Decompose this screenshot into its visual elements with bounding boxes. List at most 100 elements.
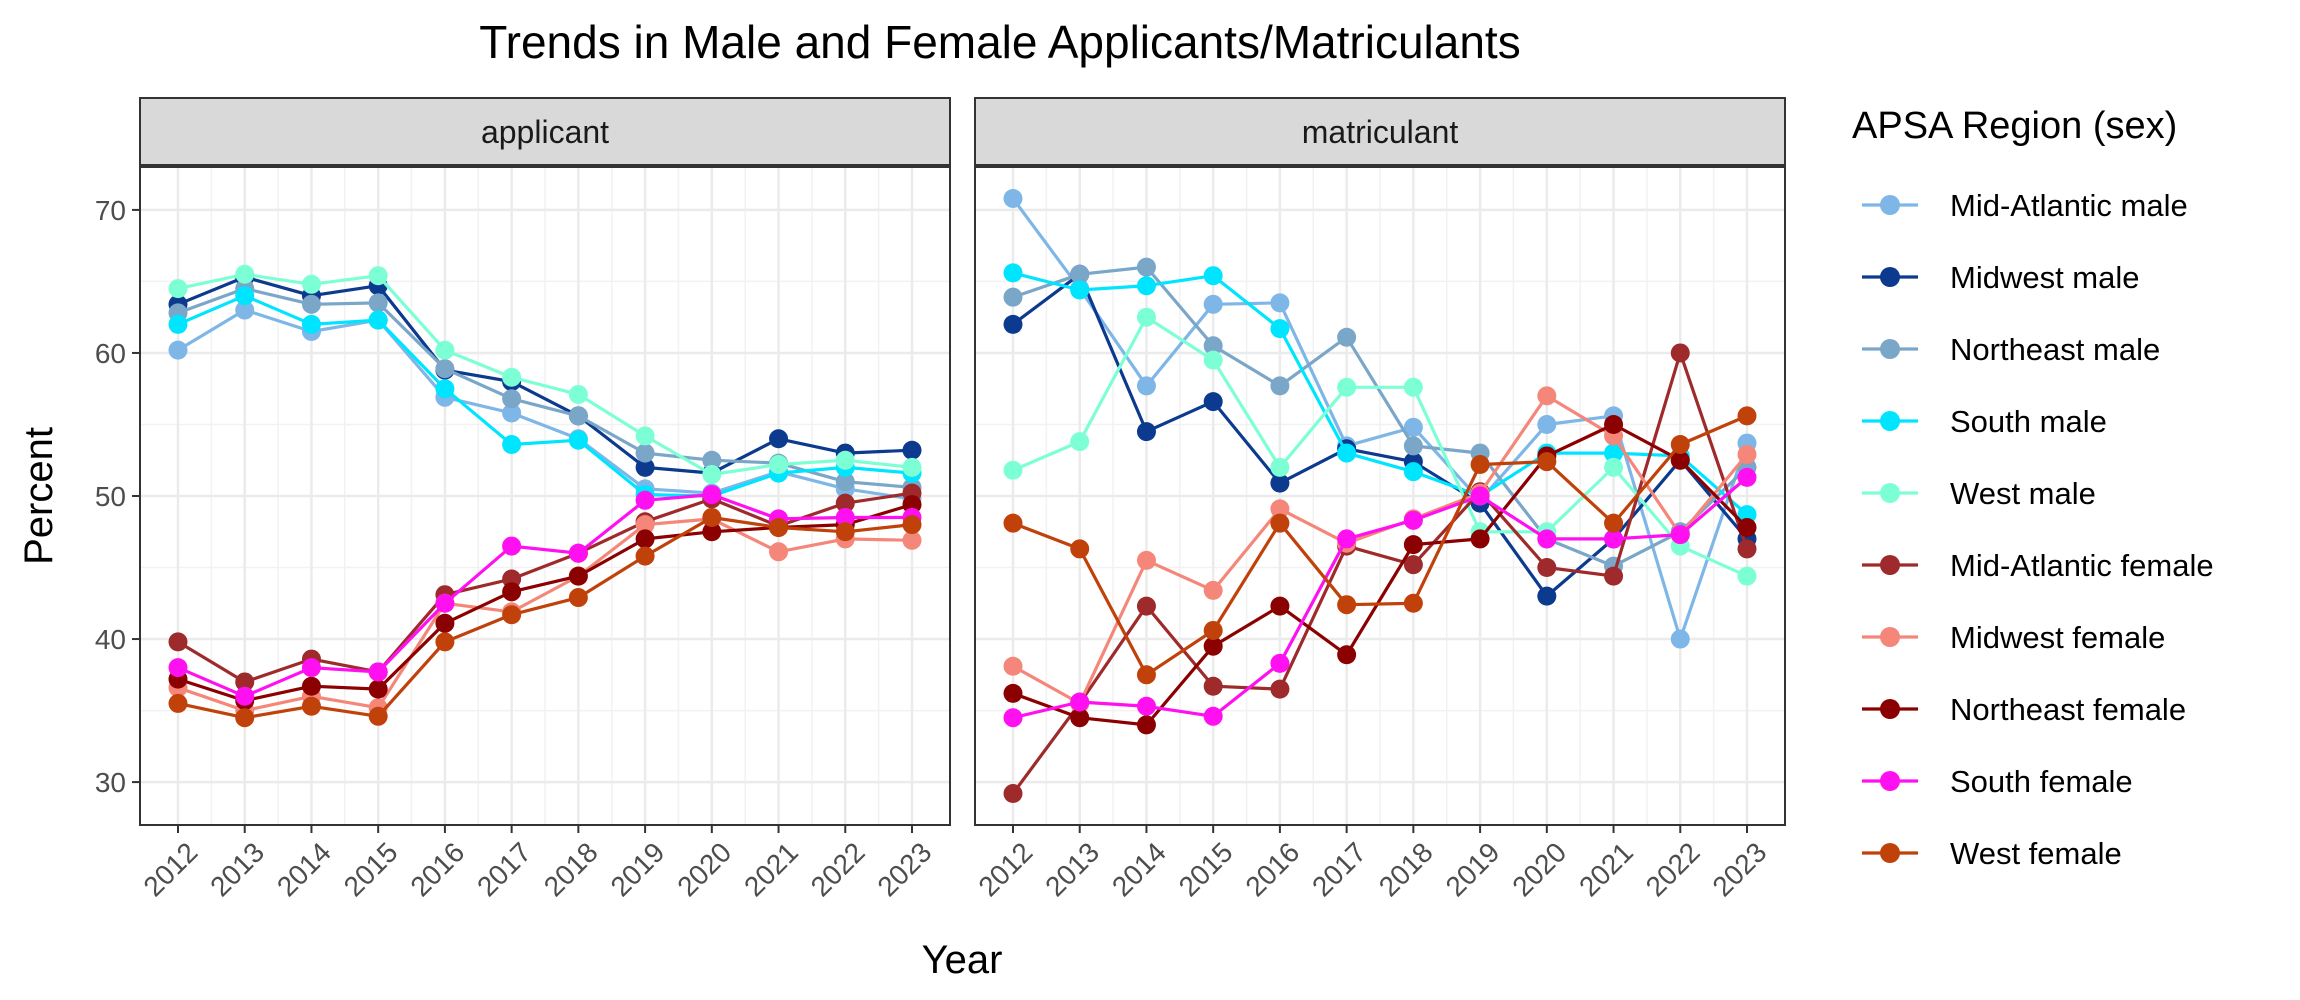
applicant-series-south-male-point-2014 [301,314,321,334]
matriculant-series-south-female-point-2016 [1270,653,1290,673]
applicant-series-west-female-point-2014 [301,696,321,716]
legend-key-point-south-female [1880,771,1900,791]
matriculant-series-south-male-point-2012 [1003,263,1023,283]
chart-title: Trends in Male and Female Applicants/Mat… [479,16,1520,68]
applicant-series-south-female-point-2013 [235,686,255,706]
matriculant-x-tick-label-2012: 2012 [972,836,1038,902]
legend-item-northeast-male: Northeast male [1862,332,2160,367]
matriculant-series-midwest-male-line [1012,272,1749,598]
matriculant-series-south-female-line [1012,476,1749,720]
applicant-series-south-female-point-2014 [301,658,321,678]
matriculant-x-tick-label-2014: 2014 [1106,836,1172,902]
applicant-series-midwest-female-point-2023 [902,530,922,550]
applicant-series-northeast-male-line [177,287,913,489]
applicant-series-south-male-point-2017 [502,435,522,455]
matriculant-series-northeast-male-point-2014 [1136,257,1156,277]
legend-key-point-west-male [1880,483,1900,503]
applicant-series-northeast-female-point-2018 [568,566,588,586]
applicant-series-south-female-point-2012 [168,658,188,678]
panel-matriculant-strip-label: matriculant [1302,114,1459,150]
matriculant-series-south-female-point-2017 [1337,529,1357,549]
matriculant-series-northeast-male-point-2017 [1337,327,1357,347]
legend-label-northeast-male: Northeast male [1950,332,2160,367]
matriculant-series-northeast-female-point-2012 [1003,683,1023,703]
applicant-x-tick-label-2018: 2018 [538,836,604,902]
legend-key-point-midwest-female [1880,627,1900,647]
legend-label-west-male: West male [1950,476,2096,511]
y-tick-label-30: 30 [95,767,126,798]
matriculant-series-mid-atlantic-male-point-2022 [1670,629,1690,649]
applicant-series-northeast-male-point-2019 [635,443,655,463]
applicant-series-northeast-male-point-2016 [435,359,455,379]
legend-label-mid-atlantic-female: Mid-Atlantic female [1950,548,2214,583]
legend-label-midwest-female: Midwest female [1950,620,2165,655]
y-tick-label-60: 60 [95,338,126,369]
matriculant-series-south-male-point-2017 [1337,443,1357,463]
matriculant-series-mid-atlantic-female-point-2021 [1604,566,1624,586]
legend: APSA Region (sex) Mid-Atlantic male Midwe… [1852,105,2214,871]
applicant-series-west-female-point-2016 [435,632,455,652]
matriculant-series-mid-atlantic-male-point-2015 [1203,294,1223,314]
matriculant-series-mid-atlantic-male-point-2014 [1136,376,1156,396]
applicant-series-northeast-male-point-2014 [301,294,321,314]
matriculant-series-northeast-female-point-2013 [1070,708,1090,728]
applicant-x-tick-label-2012: 2012 [137,836,203,902]
matriculant-series-midwest-male-point-2020 [1537,586,1557,606]
applicant-series-northeast-female-point-2020 [702,522,722,542]
applicant-series-midwest-male-point-2019 [635,457,655,477]
matriculant-series-mid-atlantic-female-point-2015 [1203,676,1223,696]
matriculant-series-west-female-point-2019 [1470,455,1490,475]
matriculant-series-northeast-female-point-2023 [1737,517,1757,537]
matriculant-series-south-female-point-2018 [1403,510,1423,530]
matriculant-series-midwest-female-point-2012 [1003,656,1023,676]
y-tick-label-50: 50 [95,481,126,512]
applicant-series-west-male-point-2017 [502,367,522,387]
matriculant-series-northeast-male-point-2013 [1070,264,1090,284]
matriculant-series-west-female-point-2018 [1403,593,1423,613]
matriculant-series-mid-atlantic-male-point-2016 [1270,293,1290,313]
panel-matriculant-border [974,166,1786,826]
legend-key-point-mid-atlantic-male [1880,195,1900,215]
applicant-series-midwest-male-point-2021 [769,429,789,449]
legend-item-west-female: West female [1862,836,2122,871]
matriculant-series-mid-atlantic-female-point-2023 [1737,539,1757,559]
matriculant-series-midwest-male-point-2014 [1136,422,1156,442]
matriculant-series-midwest-female-point-2016 [1270,499,1290,519]
applicant-series-west-male-point-2018 [568,384,588,404]
matriculant-series-south-female-point-2012 [1003,708,1023,728]
applicant-series-northeast-female-point-2016 [435,613,455,633]
matriculant-x-tick-label-2015: 2015 [1173,836,1239,902]
legend-item-mid-atlantic-male: Mid-Atlantic male [1862,188,2188,223]
matriculant-series-west-female-point-2012 [1003,513,1023,533]
applicant-series-west-male-point-2020 [702,465,722,485]
matriculant-series-west-female-point-2016 [1270,513,1290,533]
matriculant-series-mid-atlantic-female-point-2016 [1270,679,1290,699]
matriculant-x-tick-label-2020: 2020 [1506,836,1572,902]
legend-item-west-male: West male [1862,476,2096,511]
y-axis-title: Percent [17,427,61,565]
matriculant-x-tick-label-2017: 2017 [1306,836,1372,902]
applicant-series-northeast-female-point-2017 [502,582,522,602]
matriculant-series-west-male-point-2017 [1337,377,1357,397]
applicant-series-south-male-point-2018 [568,430,588,450]
matriculant-series-south-male-point-2015 [1203,266,1223,286]
matriculant-series-west-female-point-2023 [1737,406,1757,426]
matriculant-series-south-female [1003,467,1757,728]
matriculant-series-northeast-female-point-2018 [1403,535,1423,555]
applicant-series-south-female-point-2020 [702,485,722,505]
matriculant-series-northeast-female-point-2016 [1270,596,1290,616]
matriculant-series-midwest-male-point-2015 [1203,392,1223,412]
matriculant-x-tick-label-2018: 2018 [1373,836,1439,902]
applicant-x-tick-label-2020: 2020 [671,836,737,902]
matriculant-series-northeast-female-point-2014 [1136,715,1156,735]
matriculant-series-midwest-female-point-2020 [1537,386,1557,406]
applicant-series-south-male-point-2012 [168,314,188,334]
applicant-series-west-male-point-2022 [835,450,855,470]
applicant-series-west-female-point-2012 [168,693,188,713]
matriculant-series-south-male-point-2018 [1403,462,1423,482]
applicant-series-northeast-male-point-2017 [502,389,522,409]
applicant-series-west-female-point-2021 [769,517,789,537]
applicant-series-northeast-male-point-2020 [702,450,722,470]
legend-key-point-midwest-male [1880,267,1900,287]
